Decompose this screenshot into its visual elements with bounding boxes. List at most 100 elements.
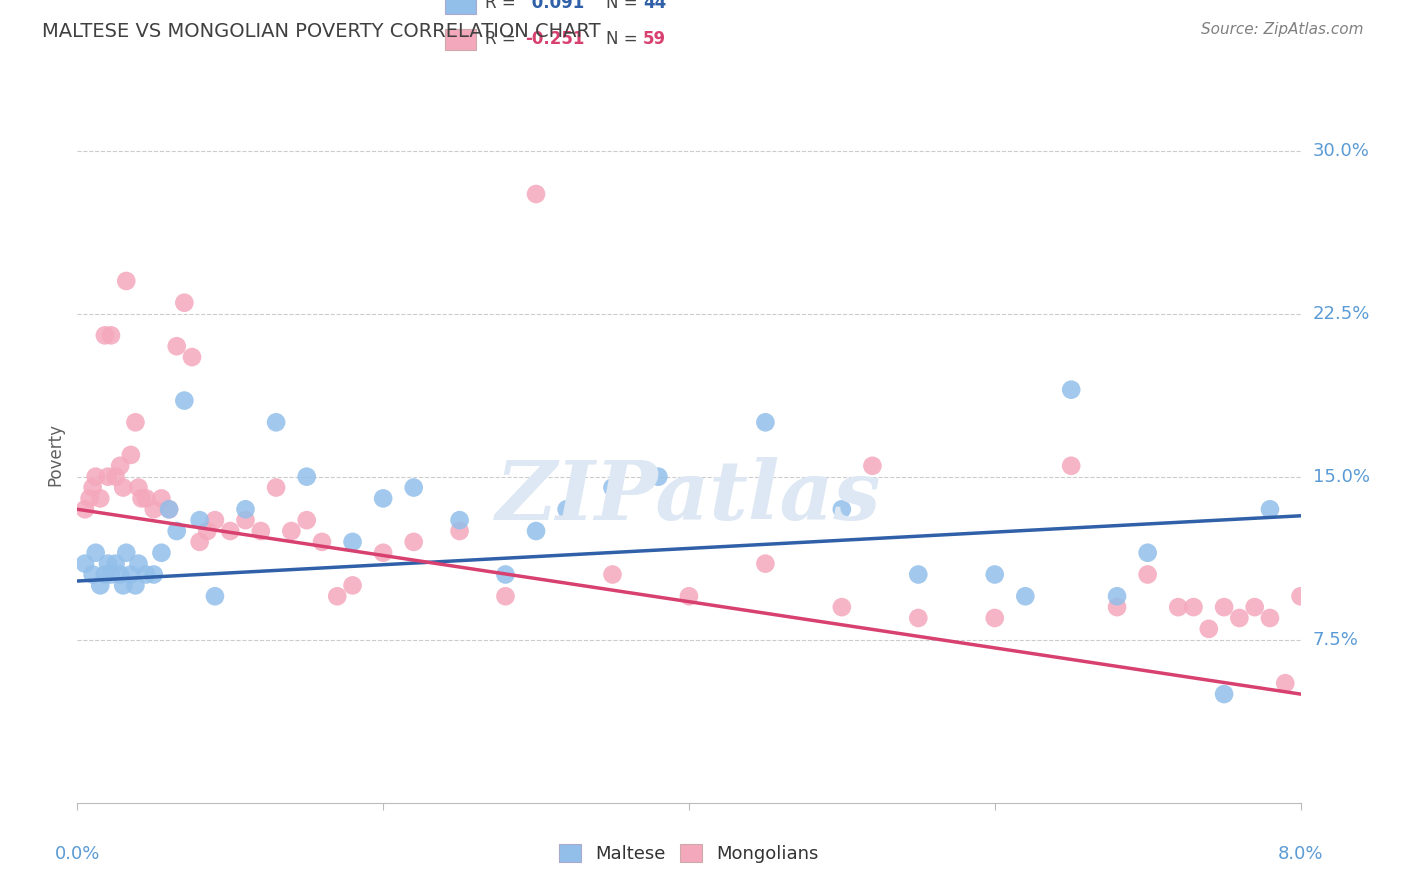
Point [100,567,122,582]
Point [280,524,302,538]
Point [250,524,273,538]
Point [104,557,127,571]
FancyBboxPatch shape [446,0,477,13]
Point [120,448,142,462]
Text: 15.0%: 15.0% [1313,467,1369,485]
Point [89,578,111,592]
Point [100,328,122,343]
Point [1107,600,1129,615]
Point [79,491,101,506]
Point [449,513,471,527]
Point [984,567,1007,582]
Point [371,546,394,560]
Point [112,481,135,495]
Point [131,491,153,506]
Point [94,328,117,343]
Point [831,502,853,516]
Point [157,502,180,516]
Point [97,557,120,571]
Point [204,589,226,603]
Point [1136,567,1159,582]
Text: 7.5%: 7.5% [1313,631,1358,648]
Point [195,524,218,538]
Point [142,502,165,516]
Text: 22.5%: 22.5% [1313,304,1371,323]
Point [678,589,700,603]
Point [124,415,146,429]
Point [157,502,180,516]
Point [1243,600,1265,615]
Point [84,469,107,483]
Point [1060,458,1083,473]
Point [120,567,142,582]
Point [166,339,188,353]
Point [181,350,204,364]
Point [150,491,173,506]
Y-axis label: Poverty: Poverty [46,424,65,486]
Point [1014,589,1036,603]
Point [108,567,131,582]
Point [73,502,96,516]
Point [1289,589,1312,603]
Point [1136,546,1159,560]
Point [82,567,104,582]
Point [984,611,1007,625]
Point [1182,600,1205,615]
Point [112,578,135,592]
Point [602,567,624,582]
Text: 44: 44 [643,0,666,12]
Point [1060,383,1083,397]
Point [204,513,226,527]
Point [264,415,287,429]
Text: -0.251: -0.251 [526,29,585,47]
Legend: Maltese, Mongolians: Maltese, Mongolians [553,837,825,871]
Point [907,611,929,625]
Point [264,481,287,495]
Point [188,535,211,549]
Point [173,295,195,310]
Text: 59: 59 [643,29,666,47]
Point [295,513,318,527]
Point [495,567,517,582]
Text: 0.091: 0.091 [526,0,583,12]
Text: 8.0%: 8.0% [1278,845,1323,863]
Point [907,567,929,582]
Point [108,458,131,473]
Point [1107,589,1129,603]
Point [1198,622,1220,636]
Point [602,481,624,495]
Point [235,513,257,527]
Text: R =: R = [485,0,522,12]
Text: N =: N = [606,0,643,12]
Point [235,502,257,516]
Point [1229,611,1251,625]
Text: 0.0%: 0.0% [55,845,100,863]
Point [647,469,669,483]
Point [1213,600,1236,615]
Point [754,415,776,429]
Point [862,458,884,473]
Point [754,557,776,571]
Point [1258,502,1281,516]
Point [524,524,547,538]
Point [166,524,188,538]
Point [495,589,517,603]
Point [371,491,394,506]
Point [311,535,333,549]
Text: ZIPatlas: ZIPatlas [496,457,882,537]
Text: Source: ZipAtlas.com: Source: ZipAtlas.com [1201,22,1364,37]
Point [135,567,157,582]
Point [84,546,107,560]
Point [104,469,127,483]
Text: N =: N = [606,29,643,47]
Point [524,187,547,202]
Point [555,502,578,516]
Point [82,481,104,495]
Point [449,524,471,538]
Point [124,578,146,592]
Point [127,481,149,495]
Point [127,557,149,571]
Point [342,578,364,592]
Point [326,589,349,603]
Point [1258,611,1281,625]
